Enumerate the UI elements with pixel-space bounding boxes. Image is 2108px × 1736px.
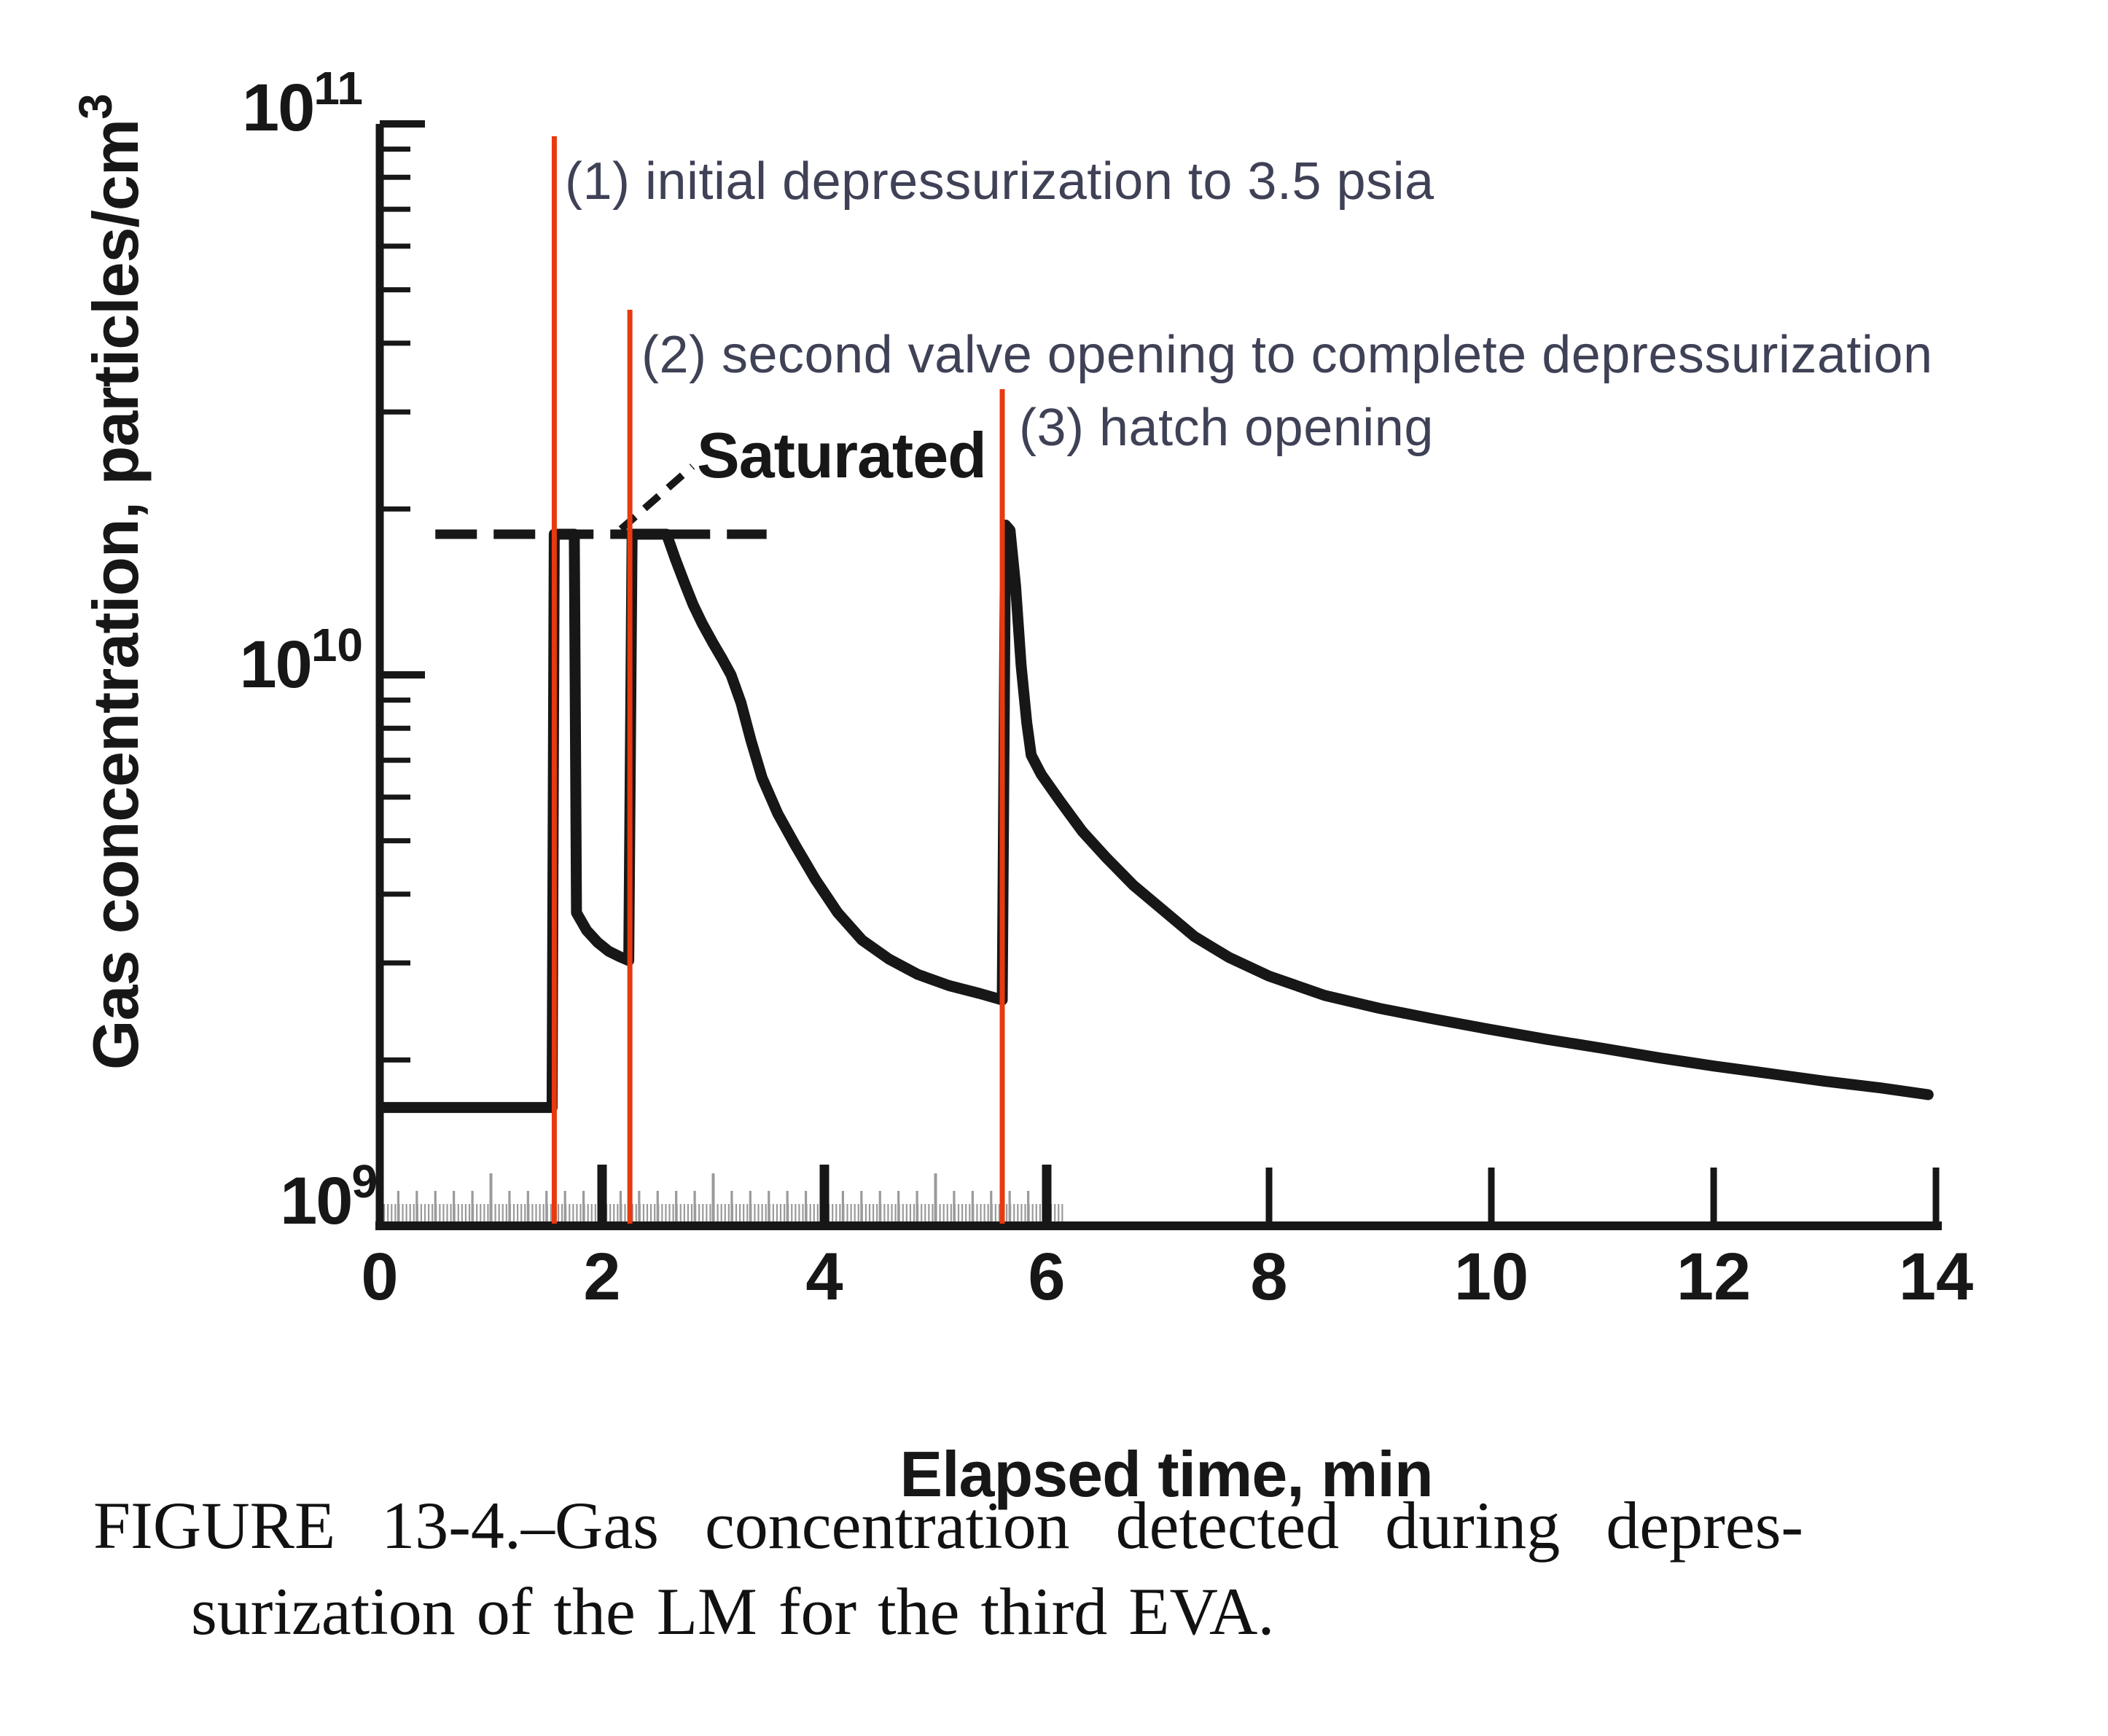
y-tick-label-1e9: 109 (159, 1155, 378, 1240)
gas-concentration-curve (376, 520, 1934, 1114)
annotation-initial-depressurization: (1) initial depressurization to 3.5 psia (565, 152, 1434, 211)
x-tick-label: 12 (1676, 1240, 1752, 1314)
y-tick-exponent: 9 (351, 1155, 378, 1208)
y-tick-exponent: 11 (313, 62, 363, 114)
x-tick-label: 6 (1028, 1240, 1066, 1314)
x-tick-label: 2 (583, 1240, 621, 1314)
y-axis-title-text: Gas concentration, particles/cm (79, 119, 152, 1070)
x-tick-label: 8 (1250, 1240, 1288, 1314)
y-tick-exponent: 10 (311, 619, 363, 671)
y-axis-title-exponent: 3 (69, 93, 122, 120)
y-tick-label-1e10: 1010 (144, 619, 363, 703)
saturated-leader-line (618, 464, 695, 532)
figure-caption-line-2: surization of the LM for the third EVA. (191, 1574, 1275, 1649)
y-axis-title: Gas concentration, particles/cm3 (69, 93, 153, 1070)
y-tick-base: 10 (242, 71, 315, 145)
y-tick-base: 10 (239, 627, 312, 702)
annotation-hatch-opening: (3) hatch opening (1019, 399, 1434, 457)
annotation-second-valve-opening: (2) second valve opening to complete dep… (641, 326, 1933, 384)
saturated-label: Saturated (697, 419, 987, 491)
y-tick-base: 10 (280, 1164, 353, 1238)
figure-caption-line-1: FIGURE 13-4.–Gas concentration detected … (93, 1488, 1804, 1563)
x-tick-label: 10 (1453, 1240, 1529, 1314)
x-tick-label: 0 (361, 1240, 399, 1314)
x-axis-title: Elapsed time, min (899, 1438, 1433, 1510)
x-tick-label: 4 (805, 1240, 843, 1314)
y-tick-label-1e11: 1011 (144, 62, 363, 146)
x-tick-label: 14 (1898, 1240, 1974, 1314)
